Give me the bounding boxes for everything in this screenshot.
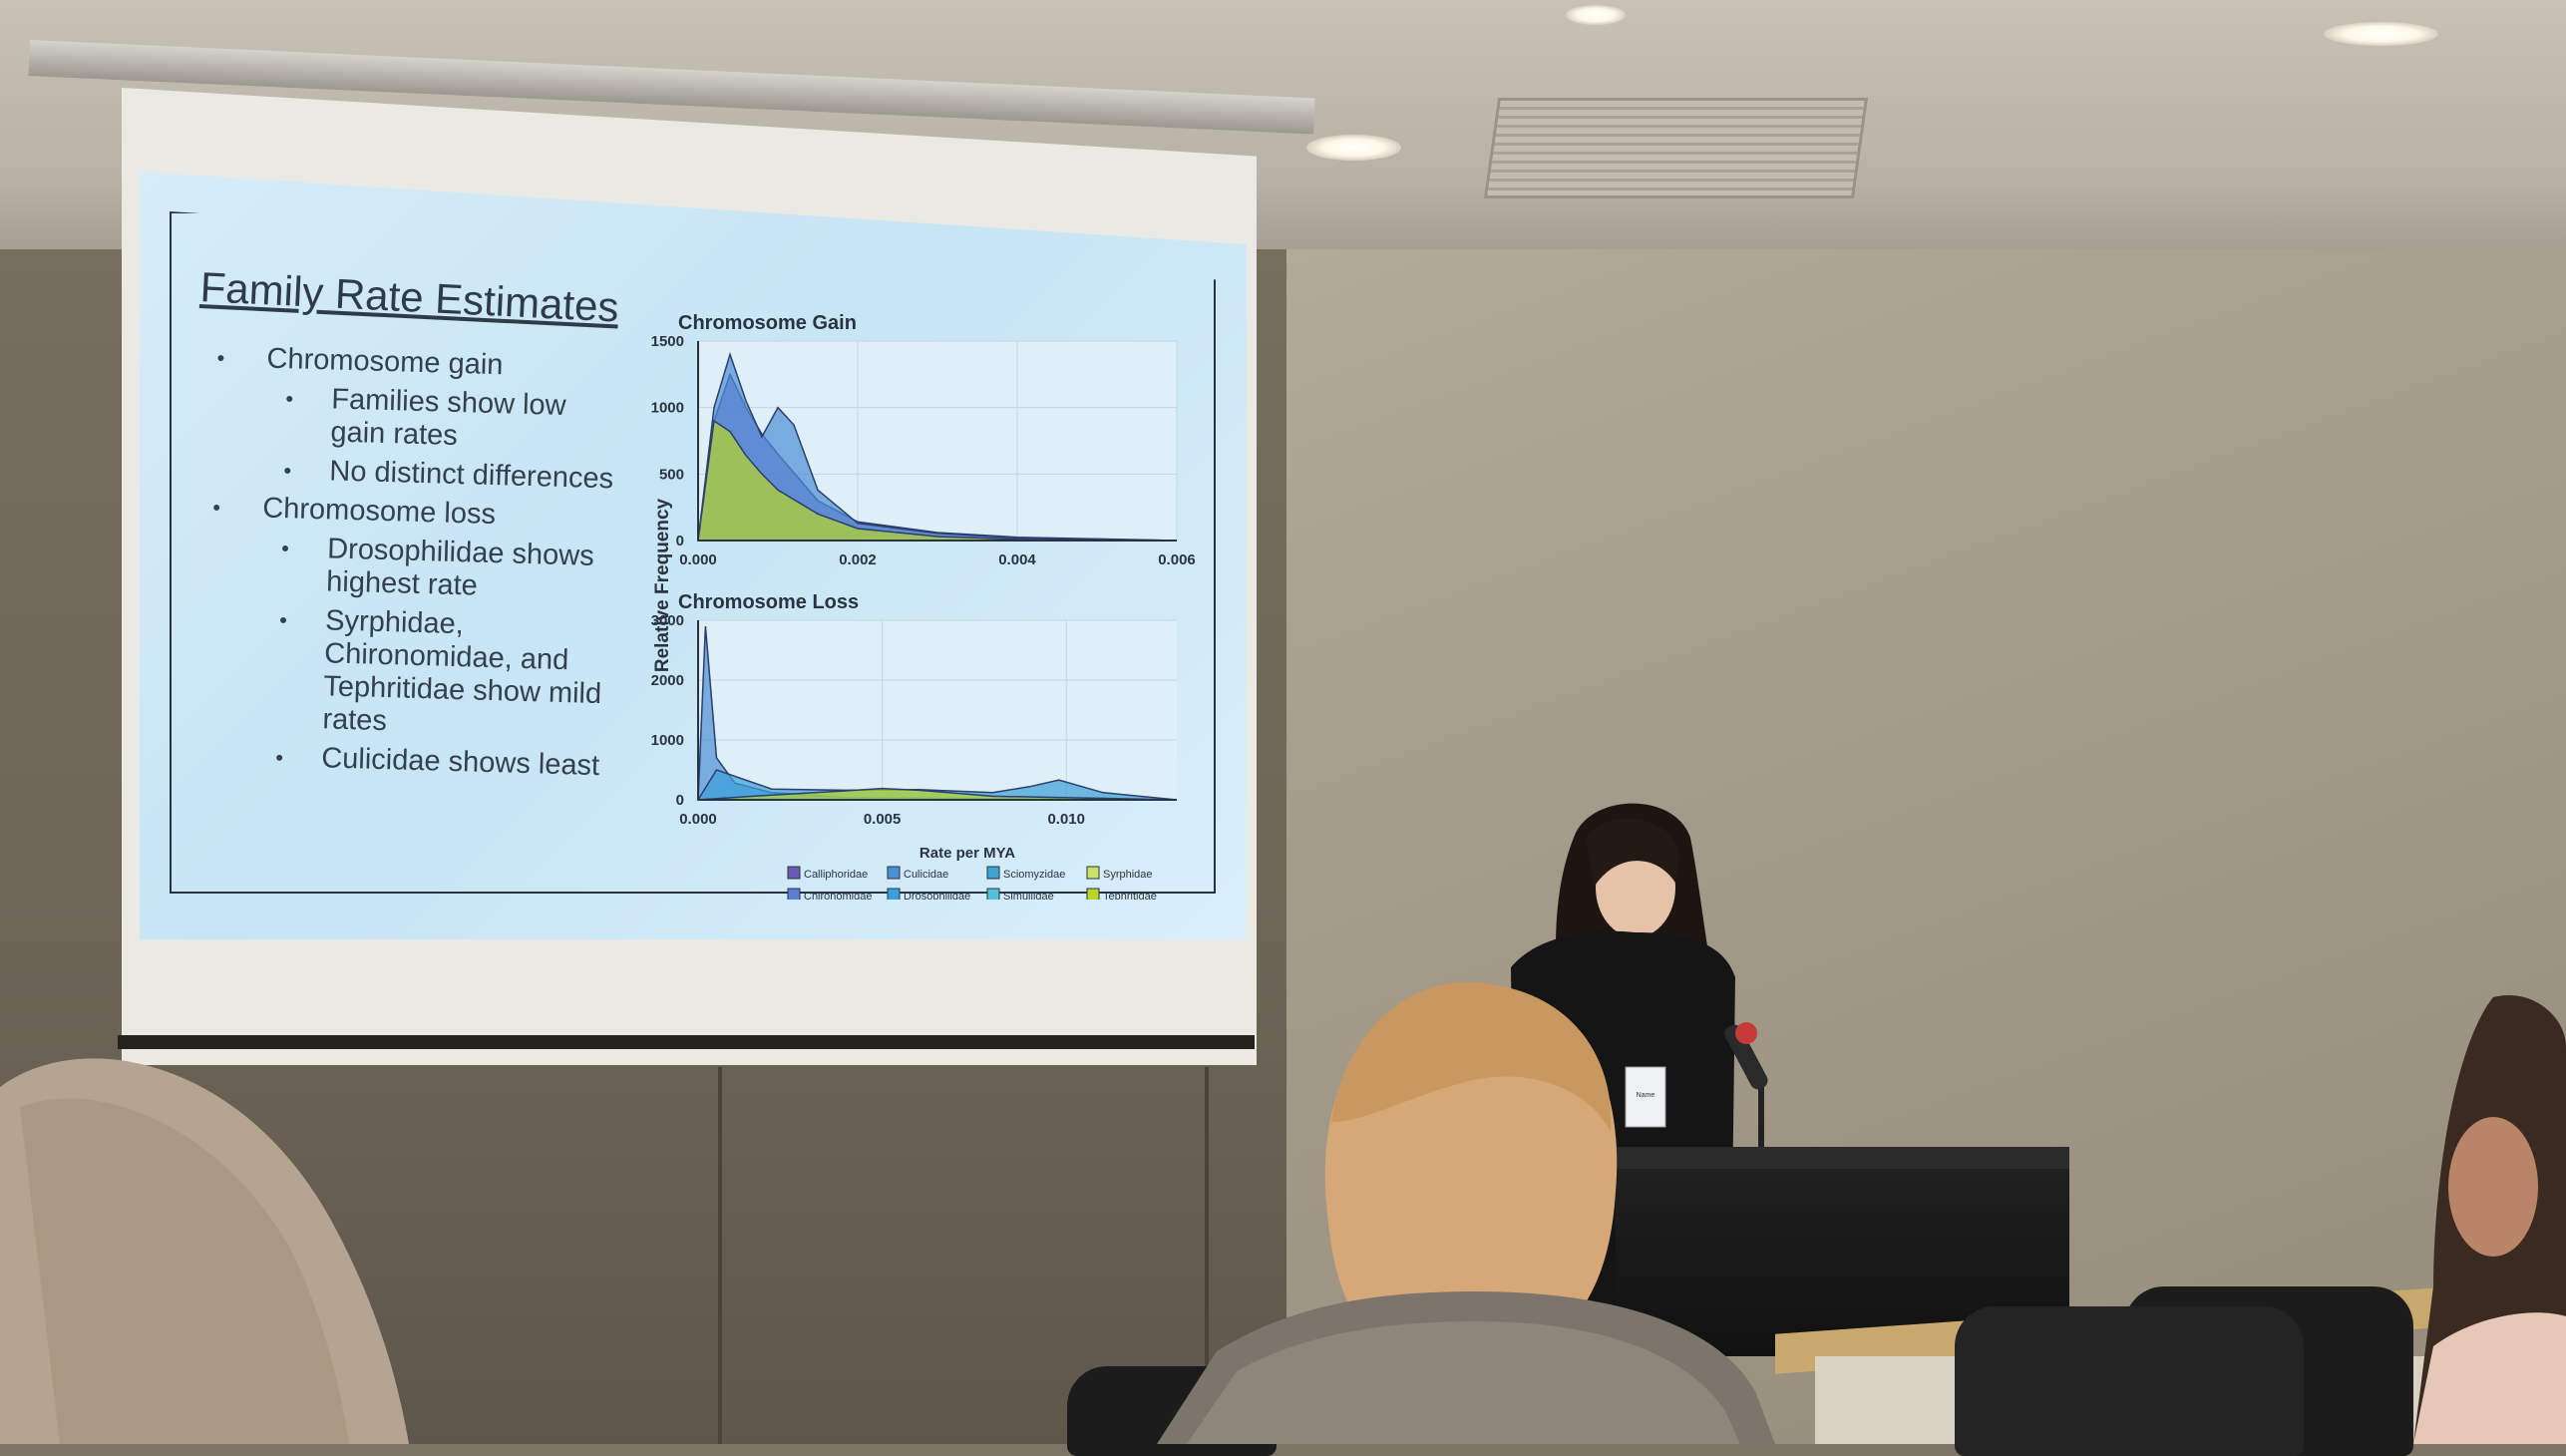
plot-area: [698, 620, 1177, 800]
density-chart: Chromosome Gain 0 500 1000 1500 0.000 0.002 0.0…: [651, 312, 1196, 900]
microphone-head: [1735, 1022, 1757, 1044]
legend-entry: Culicidae: [904, 869, 948, 881]
chart-legend: Calliphoridae Culicidae Sciomyzidae Syrphid…: [787, 866, 1157, 900]
mic-stand: [1758, 1077, 1764, 1157]
density-area-culicidae: [697, 351, 1178, 542]
panel-title: Chromosome Gain: [678, 312, 857, 334]
x-tick-label: 0.010: [1047, 811, 1085, 828]
audience-member-center: [1157, 981, 1775, 1444]
ceiling-light: [1306, 135, 1401, 161]
legend-swatch: [887, 866, 901, 880]
legend-swatch: [1086, 888, 1100, 900]
bullet-item: Drosophilidae shows highest rate: [202, 530, 623, 607]
y-tick-label: 500: [659, 466, 684, 483]
y-tick-label: 1500: [651, 333, 684, 350]
x-axis-label: Rate per MYA: [919, 845, 1015, 862]
y-axis-label: Relative Frequency: [652, 498, 673, 672]
legend-swatch: [986, 888, 1000, 900]
audience-member-right: [2413, 995, 2566, 1444]
bullet-item: Chromosome loss: [204, 491, 624, 536]
legend-entry: Chironomidae: [804, 891, 872, 900]
legend-entry: Sciomyzidae: [1003, 869, 1065, 881]
ceiling-light: [1566, 5, 1626, 25]
bullet-item: Syrphidae, Chironomidae, and Tephritidae…: [198, 601, 621, 745]
chair: [1955, 1306, 2304, 1456]
y-tick-label: 3000: [651, 612, 684, 629]
legend-swatch: [986, 866, 1000, 880]
x-tick-label: 0.000: [679, 811, 717, 828]
ceiling-vent: [1483, 98, 1869, 198]
bullet-item: Families show low gain rates: [206, 380, 627, 458]
panel-title: Chromosome Loss: [678, 591, 859, 613]
y-tick-label: 0: [676, 792, 684, 809]
bullet-item: No distinct differences: [205, 452, 625, 497]
audience-member-left: [0, 1058, 409, 1444]
x-tick-label: 0.000: [679, 551, 717, 568]
wall-seam: [718, 1067, 722, 1444]
legend-entry: Drosophilidae: [904, 891, 970, 900]
y-tick-label: 1000: [651, 400, 684, 417]
chart-panel-loss: Chromosome Loss 0 1000 2000 3000 0.000 0.005 0.…: [651, 591, 1178, 828]
bullet-item: Culicidae shows least: [197, 739, 617, 784]
badge-text: Name: [1637, 1092, 1655, 1099]
density-area-tephritidae: [697, 419, 1178, 542]
legend-entry: Calliphoridae: [804, 869, 868, 881]
legend-entry: Simuliidae: [1003, 891, 1054, 900]
wall-seam: [1205, 1067, 1209, 1444]
name-badge: [1625, 1066, 1666, 1128]
y-tick-label: 1000: [651, 732, 684, 749]
ceiling-light: [2324, 22, 2438, 46]
y-tick-label: 2000: [651, 672, 684, 689]
legend-swatch: [787, 866, 801, 880]
legend-swatch: [1086, 866, 1100, 880]
legend-entry: Tephritidae: [1103, 891, 1157, 900]
x-tick-label: 0.004: [998, 551, 1036, 568]
presentation-slide: Family Rate Estimates Chromosome gain Fa…: [140, 172, 1247, 939]
legend-swatch: [887, 888, 901, 900]
legend-swatch: [787, 888, 801, 900]
x-tick-label: 0.002: [839, 551, 877, 568]
legend-entry: Syrphidae: [1103, 869, 1153, 881]
podium-top: [1616, 1147, 2069, 1169]
bullet-list: Chromosome gain Families show low gain r…: [197, 341, 628, 790]
x-tick-label: 0.006: [1158, 551, 1196, 568]
y-tick-label: 0: [676, 533, 684, 549]
chart-panel-gain: Chromosome Gain 0 500 1000 1500 0.000 0.002 0.0…: [651, 312, 1196, 568]
x-tick-label: 0.005: [864, 811, 902, 828]
screen-bottom-bar: [118, 1035, 1255, 1049]
